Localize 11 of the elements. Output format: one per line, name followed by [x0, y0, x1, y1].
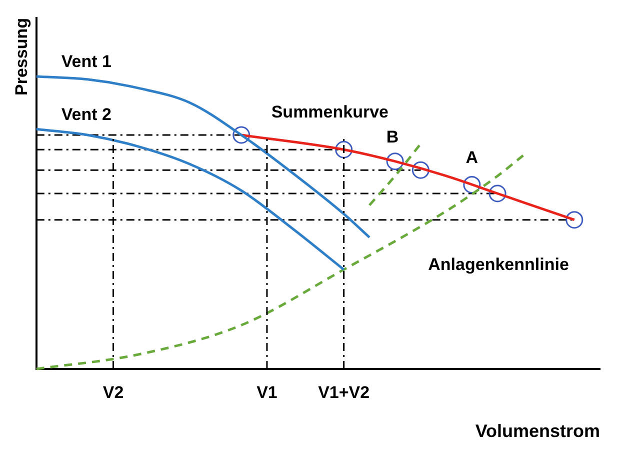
series-label: Summenkurve [271, 102, 389, 122]
x-tick-label: V1+V2 [318, 382, 370, 402]
y-axis-title: Pressung [12, 18, 31, 96]
annotation: B [386, 128, 399, 147]
x-tick-label: V2 [102, 382, 124, 402]
series-label: Anlagenkennlinie [428, 255, 569, 274]
series-label: Vent 2 [61, 104, 112, 124]
series-label: Vent 1 [61, 52, 112, 72]
x-tick-label: V1 [256, 382, 278, 402]
annotation: A [466, 148, 478, 168]
x-axis-title: Volumenstrom [475, 421, 600, 442]
